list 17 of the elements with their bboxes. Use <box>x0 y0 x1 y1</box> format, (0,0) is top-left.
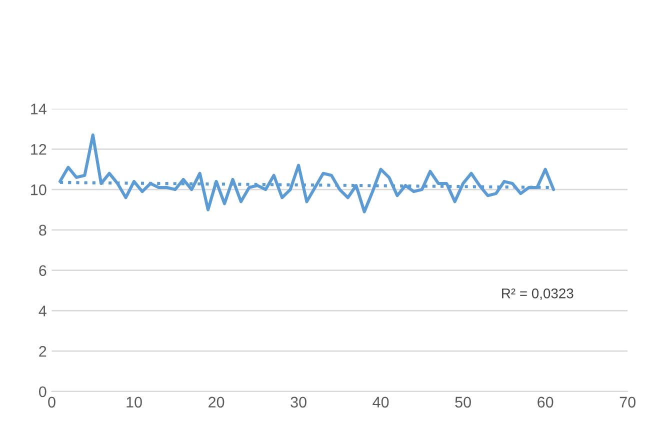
x-tick-label: 10 <box>126 396 142 408</box>
y-tick-label: 4 <box>38 306 46 316</box>
y-tick-label: 10 <box>31 184 46 196</box>
x-tick-label: 20 <box>208 396 224 408</box>
x-tick-label: 50 <box>455 396 471 408</box>
x-tick-label: 40 <box>372 396 389 408</box>
y-tick-label: 8 <box>39 224 46 236</box>
x-tick-label: 60 <box>538 396 554 408</box>
y-tick-label: 6 <box>39 265 46 276</box>
y-tick-label: 2 <box>39 346 46 357</box>
x-tick-label: 30 <box>290 396 306 408</box>
y-tick-label: 14 <box>31 104 46 114</box>
y-tick-label: 12 <box>31 144 46 155</box>
annotation: R² = 0,0323 <box>502 288 574 300</box>
x-tick-label: 70 <box>620 396 636 408</box>
y-tick-label: 0 <box>39 386 46 398</box>
x-tick-label: 0 <box>48 396 56 408</box>
